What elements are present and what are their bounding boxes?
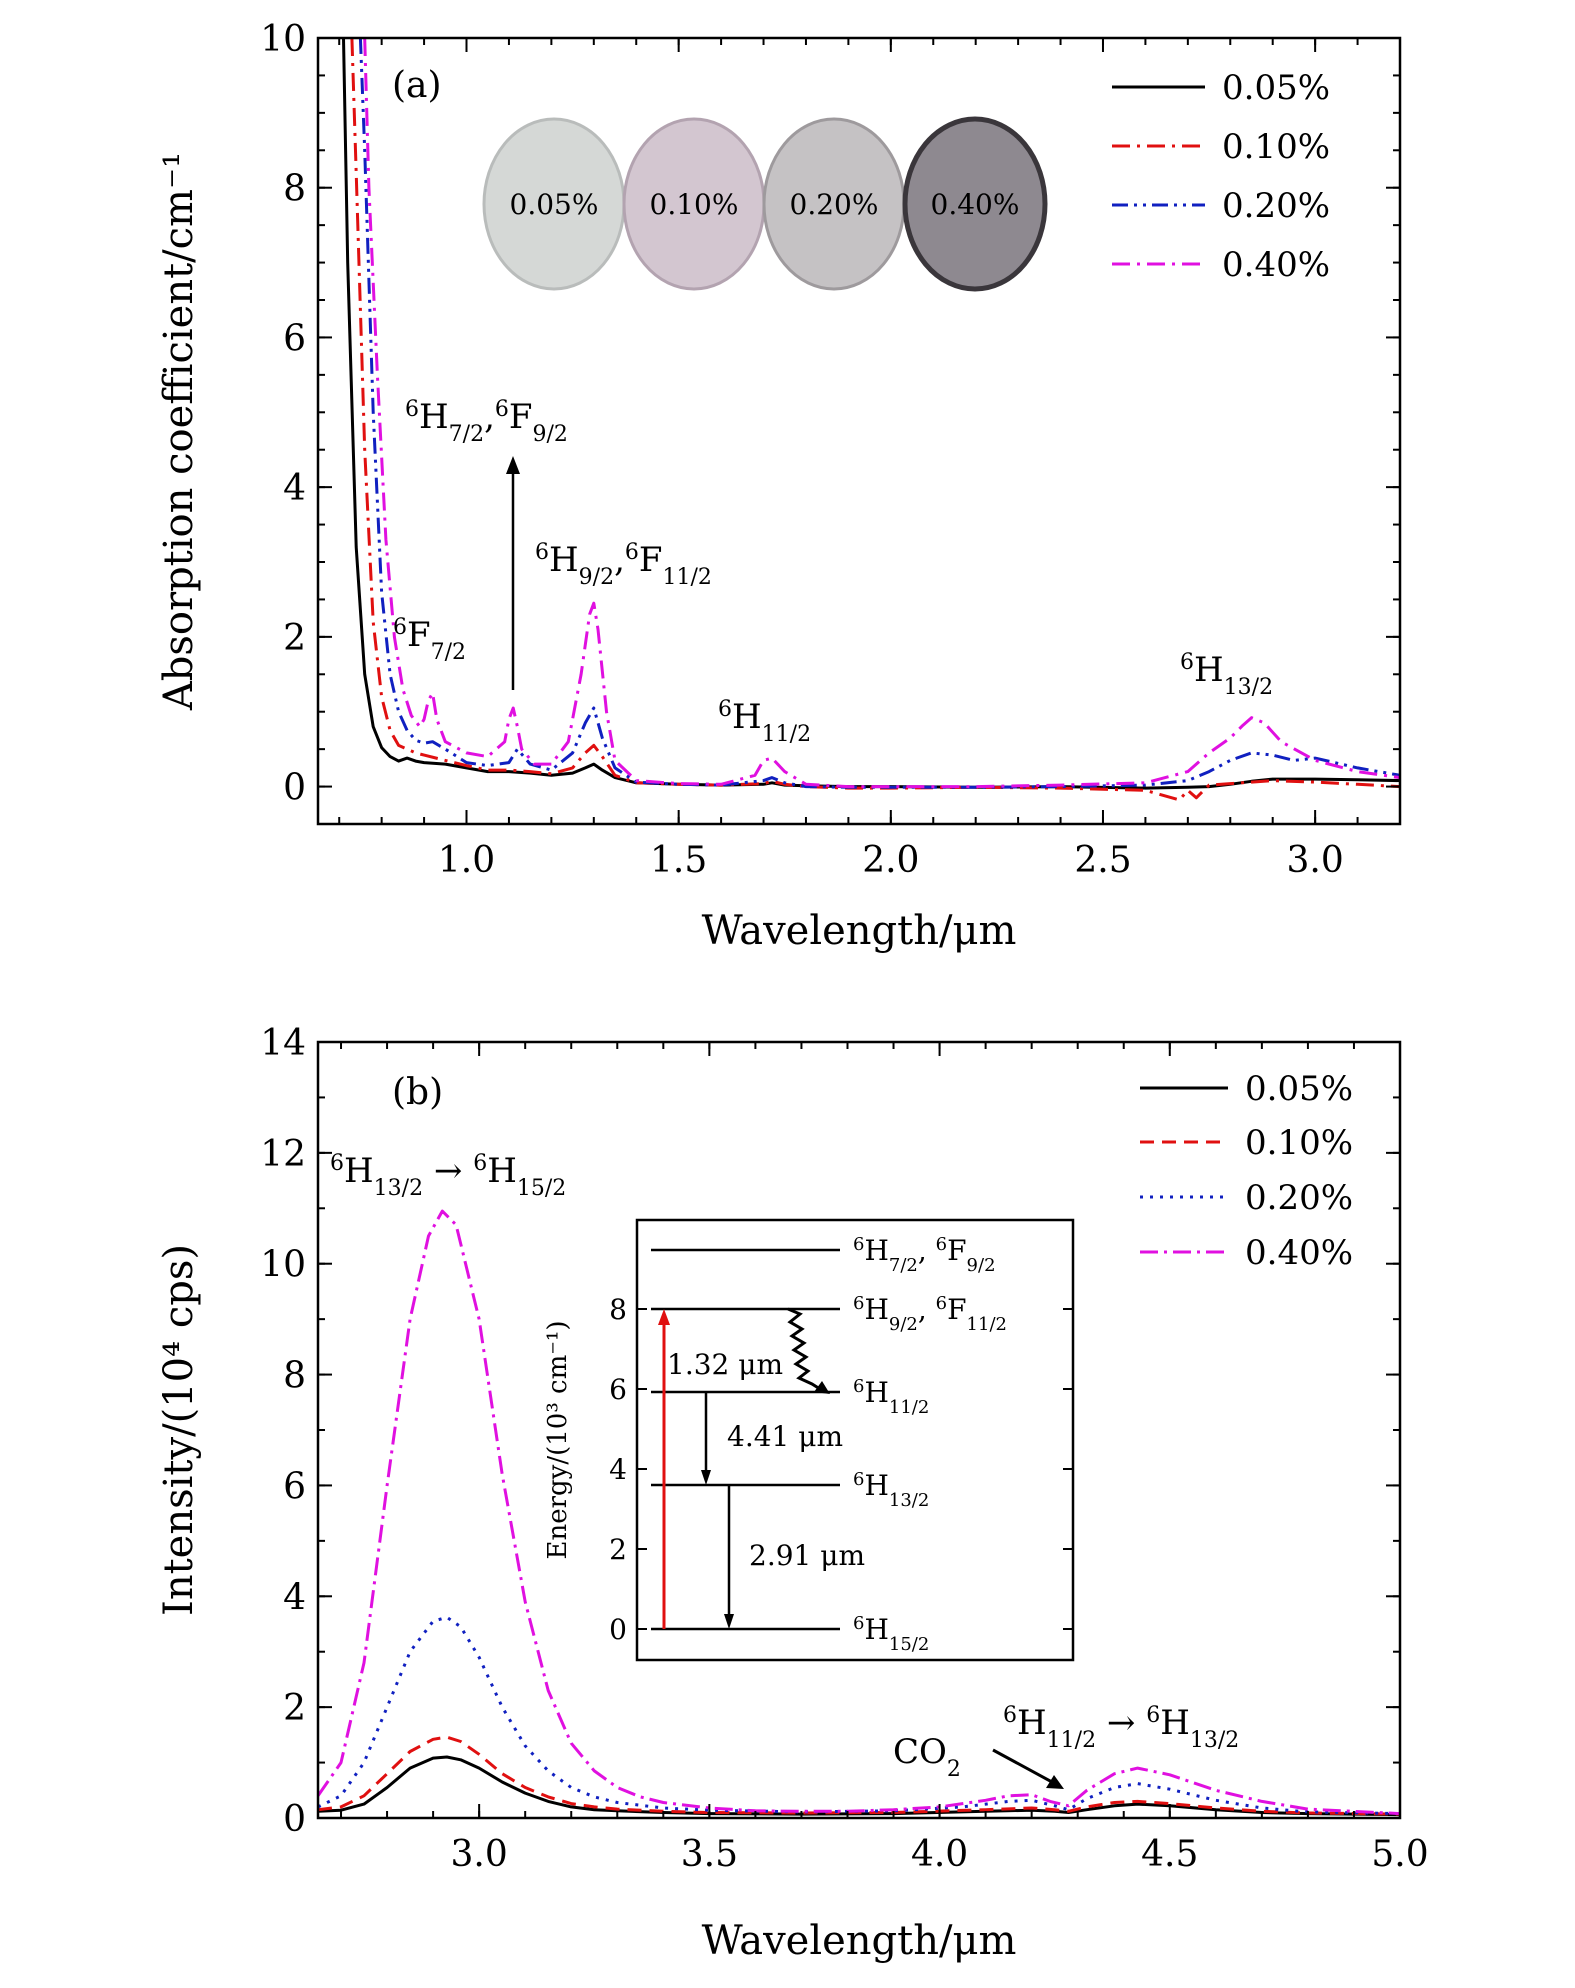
xtick-label-a-4: 2.5 xyxy=(1074,840,1131,881)
pump-arrow-head xyxy=(658,1309,670,1325)
xtick-label-b-2: 3.5 xyxy=(681,1834,738,1875)
level-label-h92-f112: 6H9/2, 6F11/2 xyxy=(853,1293,1007,1335)
xtick-label-b-4: 4.5 xyxy=(1141,1834,1198,1875)
arrow-up-head xyxy=(506,456,520,474)
ytick-label-b-2: 2 xyxy=(283,1688,306,1729)
xtick-label-a-1: 1.0 xyxy=(438,840,495,881)
transition-441-head xyxy=(701,1470,711,1485)
panel-b-xlabel: Wavelength/μm xyxy=(702,1918,1017,1964)
ytick-label-b-8: 14 xyxy=(260,1023,306,1064)
xtick-label-b-1: 3.0 xyxy=(451,1834,508,1875)
legend-b-label-1: 0.05% xyxy=(1245,1069,1353,1109)
ytick-label-b-3: 4 xyxy=(283,1577,306,1618)
panel-a-ticks: 1.0 1.5 2.0 2.5 3.0 0 2 4 6 8 10 xyxy=(260,19,1401,881)
ytick-label-a-6: 10 xyxy=(260,19,306,60)
panel-b-label: (b) xyxy=(392,1072,443,1113)
panel-a-ylabel: Absorption coefficient/cm⁻¹ xyxy=(156,152,202,711)
inset-ytick-label-5: 8 xyxy=(609,1293,627,1326)
ytick-label-a-3: 4 xyxy=(283,468,306,509)
annot-h132: 6H13/2 xyxy=(1180,650,1273,700)
annot-main-transition: 6H13/2 → 6H15/2 xyxy=(330,1151,566,1201)
ytick-label-b-7: 12 xyxy=(260,1134,306,1175)
series-a-4 xyxy=(363,38,1400,789)
legend-b-label-3: 0.20% xyxy=(1245,1178,1353,1218)
panel-a-curves xyxy=(342,38,1400,802)
panel-a-legend: 0.05% 0.10% 0.20% 0.40% xyxy=(1112,68,1330,285)
co2-arrow-line xyxy=(992,1748,1053,1784)
series-a-1 xyxy=(342,38,1400,790)
transition-291-head xyxy=(724,1614,734,1629)
annot-h72-f92: 6H7/2,6F9/2 xyxy=(405,397,568,447)
annot-co2: CO2 xyxy=(893,1732,961,1782)
legend-b-label-4: 0.40% xyxy=(1245,1233,1353,1273)
sample-photos: 0.05% 0.10% 0.20% 0.40% xyxy=(482,116,1048,292)
xtick-label-a-5: 3.0 xyxy=(1287,840,1344,881)
sample-photo-4 xyxy=(902,116,1048,292)
ytick-label-a-5: 8 xyxy=(283,169,306,210)
xtick-label-b-5: 5.0 xyxy=(1371,1834,1428,1875)
ytick-label-b-1: 0 xyxy=(283,1799,306,1840)
xtick-label-a-2: 1.5 xyxy=(650,840,707,881)
panel-a-label: (a) xyxy=(392,65,442,106)
ytick-label-b-6: 10 xyxy=(260,1245,306,1286)
annot-f72: 6F7/2 xyxy=(393,615,466,665)
ytick-label-b-4: 6 xyxy=(283,1466,306,1507)
nonradiative-decay-head xyxy=(814,1381,830,1394)
series-a-3 xyxy=(358,38,1400,789)
inset-ticks: 0 2 4 6 8 xyxy=(609,1293,1073,1646)
photo-label-1: 0.05% xyxy=(510,188,599,221)
legend-a-label-1: 0.05% xyxy=(1222,68,1330,108)
level-label-h152: 6H15/2 xyxy=(853,1613,929,1655)
co2-arrow-head xyxy=(1046,1775,1064,1789)
series-b-4 xyxy=(318,1209,1400,1816)
inset-ytick-label-4: 6 xyxy=(609,1373,627,1406)
photo-label-4: 0.40% xyxy=(931,188,1020,221)
inset-ytick-label-1: 0 xyxy=(609,1613,627,1646)
annot-h112: 6H11/2 xyxy=(718,697,811,747)
photo-label-2: 0.10% xyxy=(650,188,739,221)
inset-ylabel: Energy/(10³ cm⁻¹) xyxy=(543,1320,573,1559)
legend-a-label-4: 0.40% xyxy=(1222,245,1330,285)
legend-b-label-2: 0.10% xyxy=(1245,1123,1353,1163)
ytick-label-a-4: 6 xyxy=(283,318,306,359)
series-b-1 xyxy=(318,1755,1400,1817)
panel-a-xlabel: Wavelength/μm xyxy=(702,908,1017,954)
xtick-label-a-3: 2.0 xyxy=(862,840,919,881)
ytick-label-a-1: 0 xyxy=(283,768,306,809)
xtick-label-b-3: 4.0 xyxy=(911,1834,968,1875)
panel-b-ticks: 3.0 3.5 4.0 4.5 5.0 0 2 4 6 8 10 12 14 xyxy=(260,1023,1428,1875)
panel-a-annotations: 6H7/2,6F9/2 6H9/2,6F11/2 6F7/2 6H11/2 6H… xyxy=(393,397,1273,747)
transition-label-132: 1.32 μm xyxy=(667,1348,783,1381)
transition-label-291: 2.91 μm xyxy=(749,1539,865,1572)
photo-label-3: 0.20% xyxy=(790,188,879,221)
annot-secondary-transition: 6H11/2 → 6H13/2 xyxy=(1003,1703,1239,1753)
panel-a-frame xyxy=(316,36,1402,826)
level-label-h132: 6H13/2 xyxy=(853,1469,929,1511)
inset-ytick-label-2: 2 xyxy=(609,1533,627,1566)
ytick-label-a-2: 2 xyxy=(283,618,306,659)
level-label-h72-f92: 6H7/2, 6F9/2 xyxy=(853,1234,996,1276)
series-b-3 xyxy=(318,1615,1400,1816)
transition-label-441: 4.41 μm xyxy=(727,1420,843,1453)
panel-b-ylabel: Intensity/(10⁴ cps) xyxy=(156,1244,202,1616)
nonradiative-decay-line xyxy=(787,1307,821,1391)
panel-b-legend: 0.05% 0.10% 0.20% 0.40% xyxy=(1140,1069,1353,1273)
legend-a-label-2: 0.10% xyxy=(1222,127,1330,167)
ytick-label-b-5: 8 xyxy=(283,1356,306,1397)
inset-frame xyxy=(635,1218,1075,1662)
panel-a: 1.0 1.5 2.0 2.5 3.0 0 2 4 6 8 10 0.05% 0.10% 0.20%… xyxy=(156,19,1402,954)
legend-a-label-3: 0.20% xyxy=(1222,186,1330,226)
inset-ytick-label-3: 4 xyxy=(609,1453,627,1486)
level-label-h112: 6H11/2 xyxy=(853,1376,929,1418)
annot-h92-f112: 6H9/2,6F11/2 xyxy=(535,540,712,590)
panel-b: 3.0 3.5 4.0 4.5 5.0 0 2 4 6 8 10 12 14 (b) 0.05% 0.1… xyxy=(156,1023,1429,1964)
